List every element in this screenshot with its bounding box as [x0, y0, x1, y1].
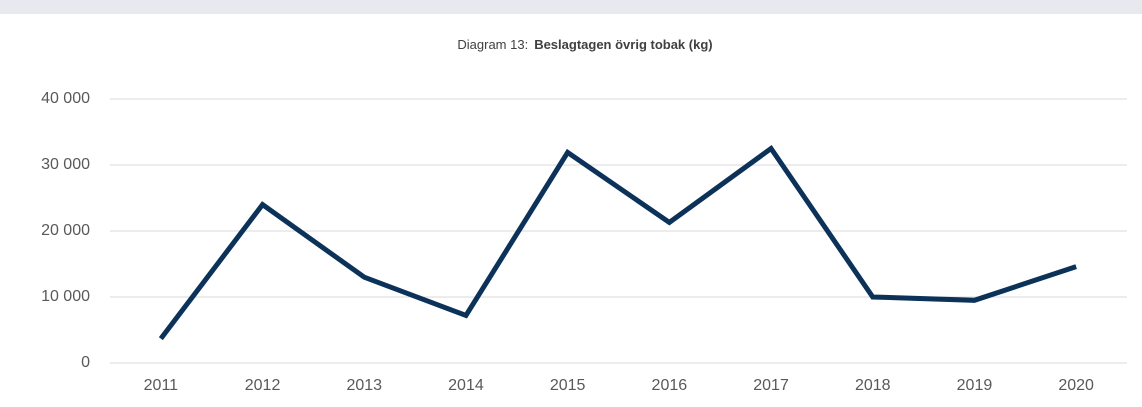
x-tick-label: 2017: [753, 377, 789, 394]
x-tick-label: 2020: [1058, 377, 1094, 394]
x-tick-label: 2014: [448, 377, 484, 394]
title-main: Beslagtagen övrig tobak (kg): [534, 37, 712, 52]
x-tick-label: 2015: [550, 377, 586, 394]
y-tick-label: 30 000: [41, 156, 90, 173]
x-tick-label: 2012: [245, 377, 281, 394]
data-line: [158, 144, 1077, 341]
y-tick-label: 10 000: [41, 288, 90, 305]
y-tick-label: 40 000: [41, 90, 90, 107]
x-tick-label: 2019: [957, 377, 993, 394]
panel: [0, 14, 1142, 407]
y-tick-label: 0: [81, 354, 90, 371]
title-prefix: Diagram 13:: [457, 37, 528, 52]
x-tick-label: 2016: [652, 377, 688, 394]
chart-title: Diagram 13: Beslagtagen övrig tobak (kg): [457, 37, 712, 52]
y-tick-label: 20 000: [41, 222, 90, 239]
backdrop: [0, 0, 1142, 14]
x-tick-label: 2011: [144, 377, 179, 394]
x-tick-label: 2018: [855, 377, 891, 394]
x-tick-label: 2013: [346, 377, 382, 394]
